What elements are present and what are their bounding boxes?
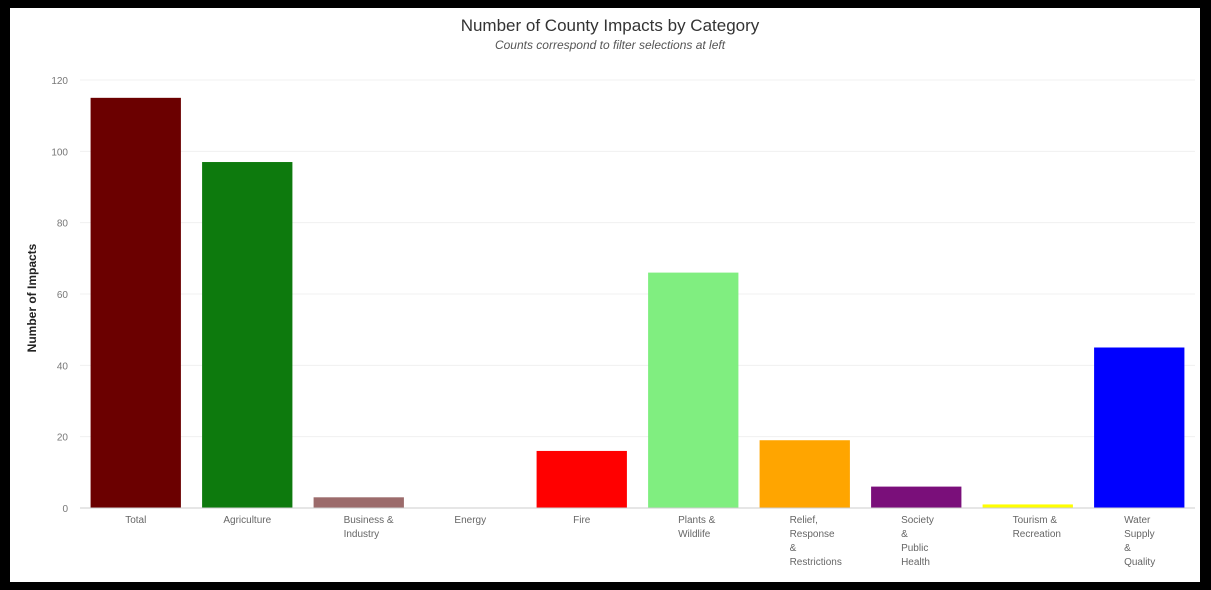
y-tick-label: 0 [62,504,68,515]
y-tick-label: 120 [51,76,68,87]
x-category-label: Water Supply & Quality [1124,515,1155,568]
y-tick-label: 60 [57,290,69,301]
x-axis-categories: Total Agriculture Business & Industry Energy… [125,515,1155,568]
chart-title: Number of County Impacts by Category [461,16,760,35]
x-category-label: Relief, Response & Restrictions [790,515,842,568]
bars [90,97,1185,509]
x-category-label: Fire [573,515,591,526]
x-category-label: Total [125,515,146,526]
y-tick-label: 100 [51,147,68,158]
y-tick-label: 80 [57,219,69,230]
y-tick-label: 20 [57,433,69,444]
y-axis-ticks: 0 20 40 60 80 100 120 [51,76,68,515]
x-category-label: Energy [454,515,486,526]
chart-subtitle: Counts correspond to filter selections a… [495,38,726,52]
bar[interactable] [648,272,739,508]
bar[interactable] [871,486,962,508]
x-category-label: Business & Industry [344,515,394,540]
y-tick-label: 40 [57,361,69,372]
bar[interactable] [759,440,850,508]
bar[interactable] [1094,347,1185,509]
bar[interactable] [313,497,404,508]
bar[interactable] [536,450,627,508]
x-category-label: Society & Public Health [901,515,934,568]
bar-chart: Number of County Impacts by Category Cou… [25,16,1195,568]
bar[interactable] [982,504,1073,508]
bar[interactable] [90,97,181,508]
bar[interactable] [202,162,293,509]
x-category-label: Agriculture [223,515,271,526]
chart-panel: Number of County Impacts by Category Cou… [10,8,1200,582]
x-category-label: Plants & Wildlife [678,515,716,540]
x-category-label: Tourism & Recreation [1013,515,1061,540]
y-axis-label: Number of Impacts [25,243,39,352]
